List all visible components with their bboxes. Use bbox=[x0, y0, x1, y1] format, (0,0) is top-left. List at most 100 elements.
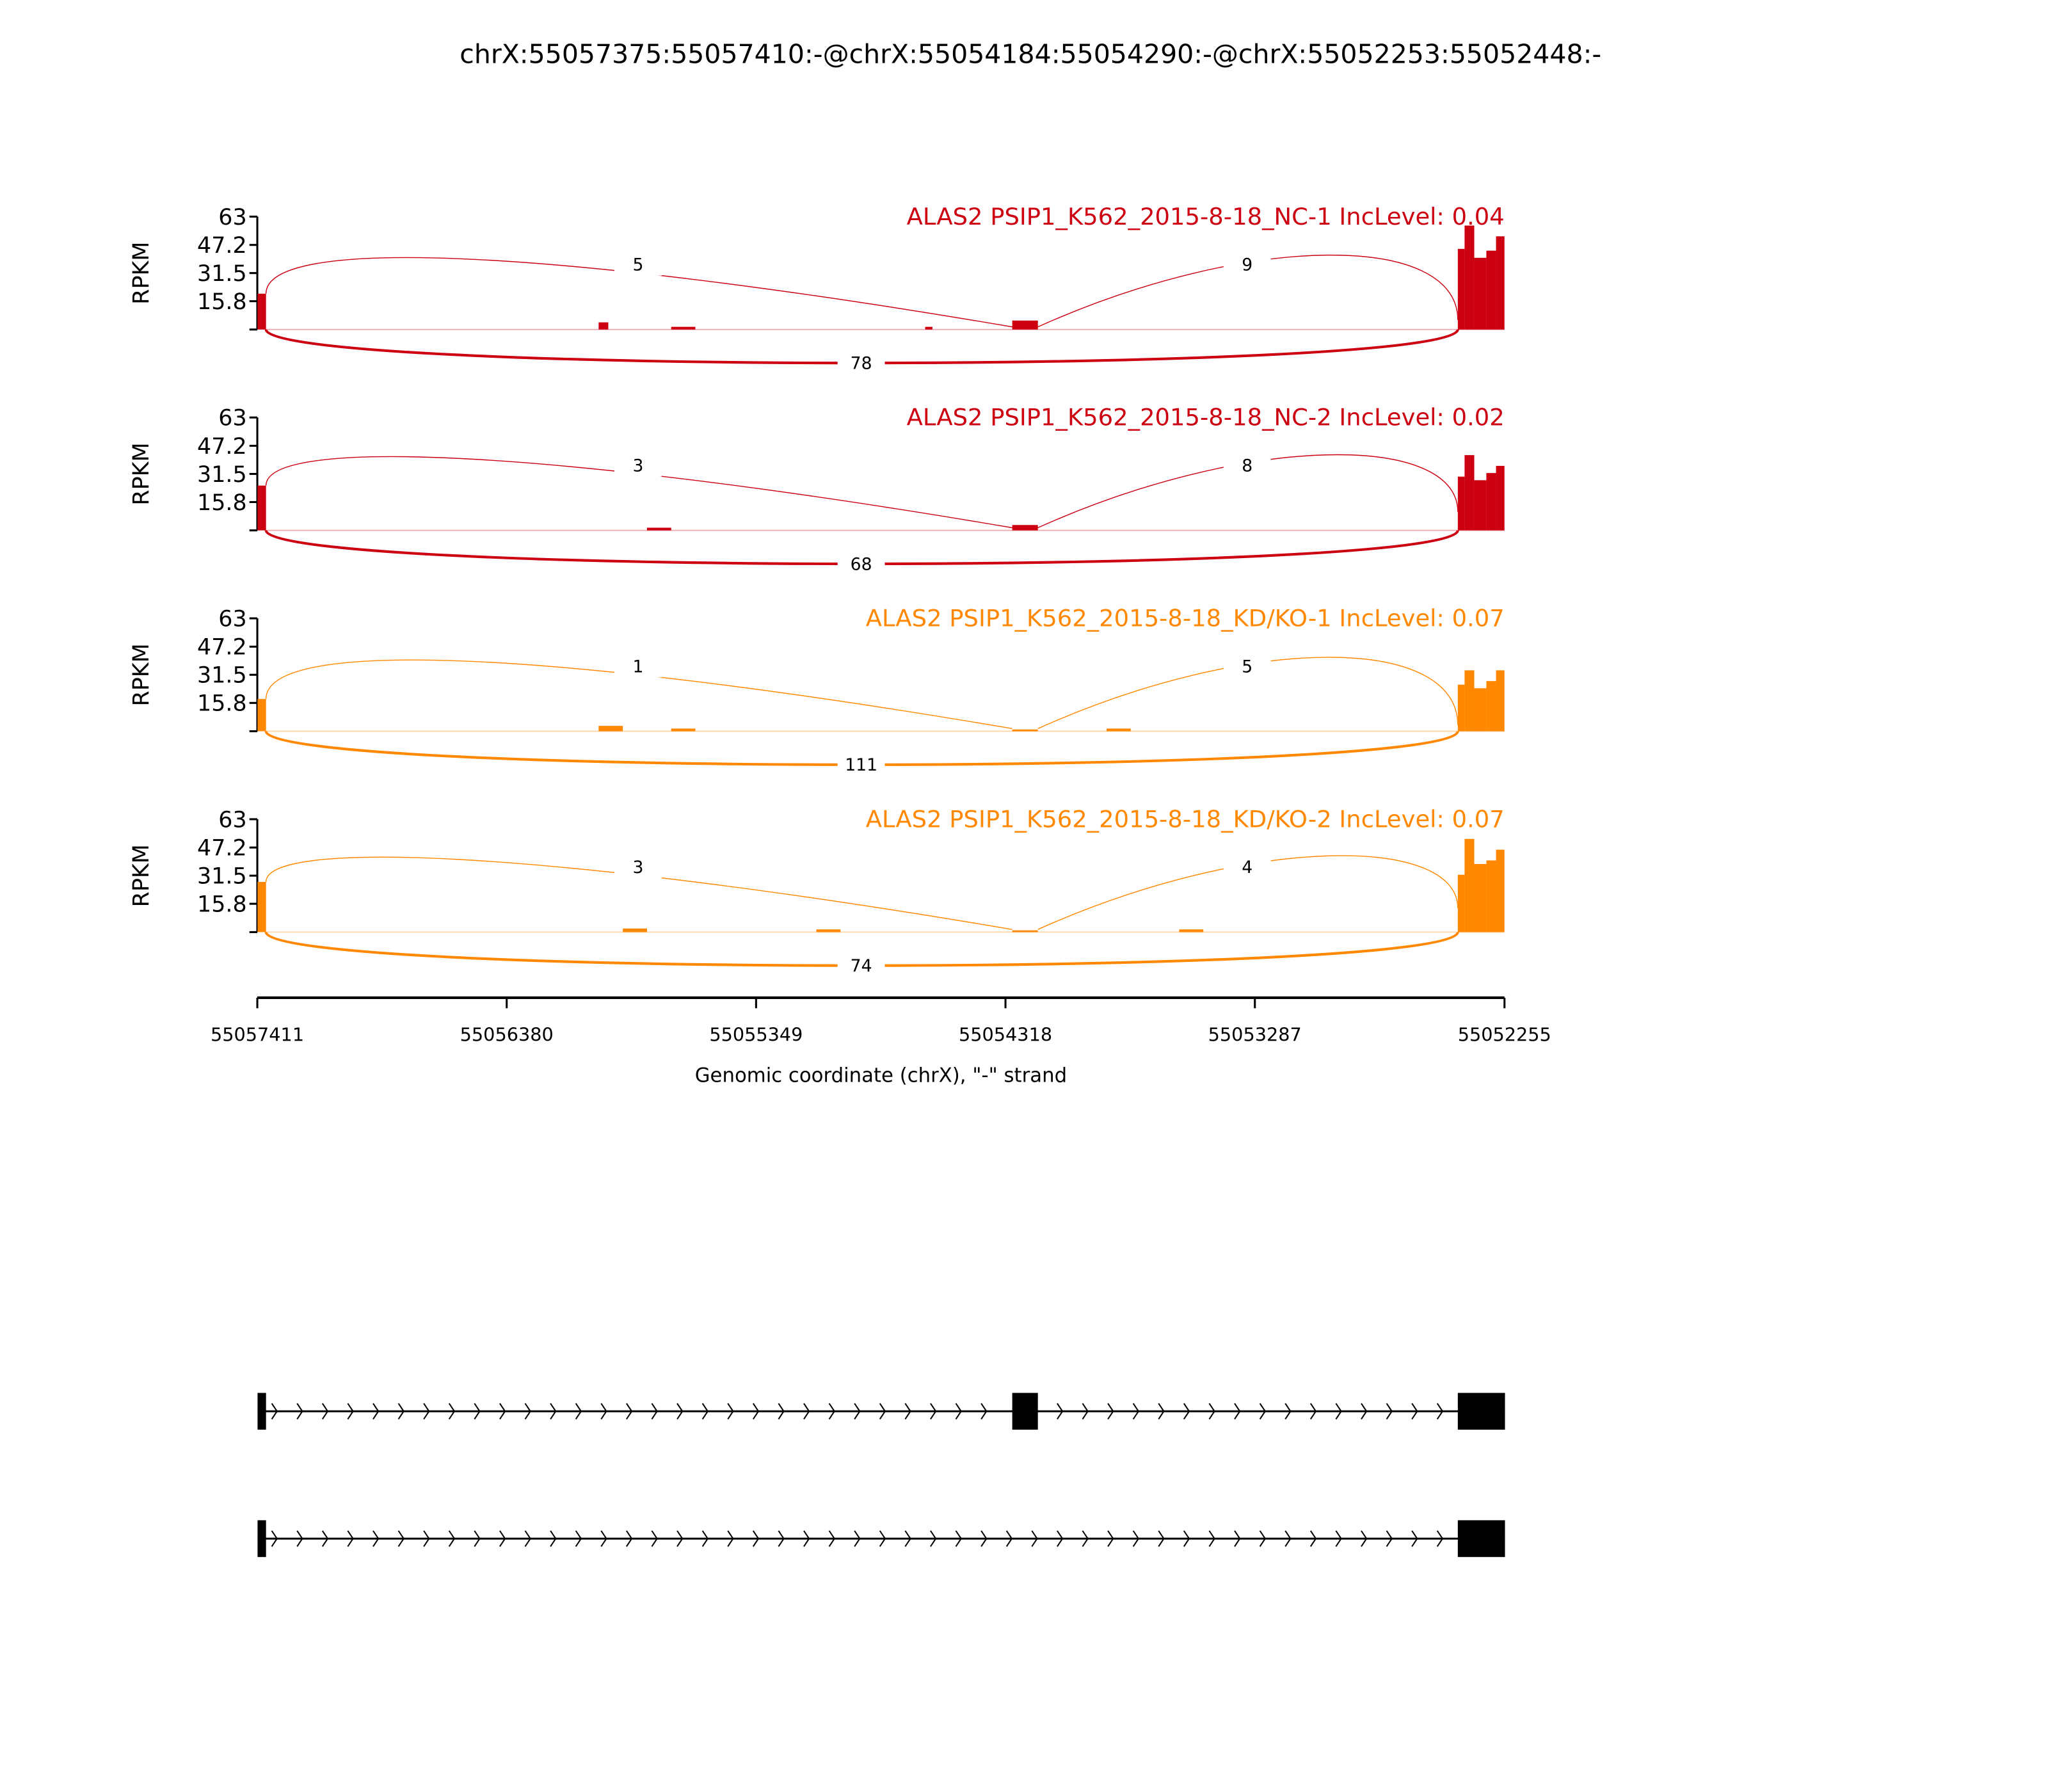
strand-arrow-icon bbox=[676, 1403, 684, 1420]
strand-arrow-icon bbox=[676, 1530, 684, 1547]
strand-arrow-icon bbox=[1208, 1530, 1215, 1547]
y-tick-label: 15.8 bbox=[197, 289, 247, 315]
junction-count-inclusion-1: 5 bbox=[632, 255, 643, 275]
y-tick-label: 47.2 bbox=[197, 836, 247, 861]
coverage-bar bbox=[1457, 248, 1465, 330]
coverage-bar bbox=[1464, 455, 1475, 531]
junction-label-bg bbox=[614, 455, 662, 477]
strand-arrow-icon bbox=[1386, 1530, 1393, 1547]
junction-count-inclusion-2: 4 bbox=[1242, 858, 1252, 877]
strand-arrow-icon bbox=[1361, 1530, 1368, 1547]
coverage-bar bbox=[671, 326, 696, 330]
strand-arrow-icon bbox=[1411, 1530, 1418, 1547]
coverage-bar bbox=[1464, 838, 1475, 932]
strand-arrow-icon bbox=[524, 1530, 531, 1547]
x-tick-label: 55056380 bbox=[460, 1024, 554, 1046]
strand-arrow-icon bbox=[347, 1530, 354, 1547]
coverage-bar bbox=[1012, 930, 1038, 932]
junction-label-bg bbox=[837, 554, 885, 575]
coverage-bar bbox=[1496, 236, 1505, 330]
coverage-bar bbox=[1457, 684, 1465, 732]
coverage-bar bbox=[598, 726, 623, 732]
y-tick-label: 47.2 bbox=[197, 434, 247, 460]
y-tick-label: 15.8 bbox=[197, 490, 247, 516]
strand-arrow-icon bbox=[1411, 1403, 1418, 1420]
strand-arrow-icon bbox=[550, 1403, 557, 1420]
strand-arrow-icon bbox=[1183, 1530, 1190, 1547]
strand-arrow-icon bbox=[1132, 1530, 1140, 1547]
strand-arrow-icon bbox=[1335, 1530, 1342, 1547]
junction-arc-inclusion-2 bbox=[1037, 254, 1459, 328]
junction-arc-inclusion-1 bbox=[265, 257, 1012, 328]
exon-block bbox=[257, 1393, 266, 1430]
strand-arrow-icon bbox=[321, 1530, 329, 1547]
strand-arrow-icon bbox=[296, 1530, 303, 1547]
junction-count-skipping: 68 bbox=[851, 554, 872, 574]
strand-arrow-icon bbox=[1082, 1403, 1089, 1420]
strand-arrow-icon bbox=[347, 1403, 354, 1420]
x-axis: Genomic coordinate (chrX), "-" strand 55… bbox=[211, 996, 1551, 1087]
strand-arrow-icon bbox=[1284, 1530, 1292, 1547]
strand-arrow-icon bbox=[879, 1403, 886, 1420]
coverage-bar bbox=[1012, 320, 1038, 330]
strand-arrow-icon bbox=[1259, 1530, 1267, 1547]
coverage-bar bbox=[1496, 465, 1505, 531]
junction-label-bg bbox=[1223, 254, 1271, 276]
junction-count-skipping: 74 bbox=[851, 956, 872, 976]
y-tick-label: 63 bbox=[218, 606, 246, 632]
strand-arrow-icon bbox=[1259, 1403, 1267, 1420]
strand-arrow-icon bbox=[1386, 1403, 1393, 1420]
strand-arrow-icon bbox=[575, 1530, 582, 1547]
strand-arrow-icon bbox=[828, 1403, 836, 1420]
sample-title: ALAS2 PSIP1_K562_2015-8-18_NC-1 IncLevel… bbox=[907, 203, 1505, 230]
exon-block bbox=[1457, 1520, 1505, 1557]
coverage-bar bbox=[1496, 670, 1505, 732]
strand-arrow-icon bbox=[1107, 1403, 1114, 1420]
strand-arrow-icon bbox=[1436, 1403, 1444, 1420]
strand-arrow-icon bbox=[904, 1530, 911, 1547]
sample-panel: 63 47.2 31.515.8 RPKM ALAS2 PSIP1_K562_2015-… bbox=[129, 805, 1505, 977]
y-axis-label: RPKM bbox=[129, 844, 154, 907]
coverage-bar bbox=[1179, 929, 1204, 932]
strand-arrow-icon bbox=[701, 1403, 709, 1420]
coverage-bar bbox=[816, 929, 841, 932]
strand-arrow-icon bbox=[1158, 1530, 1165, 1547]
x-tick-label: 55055349 bbox=[709, 1024, 803, 1046]
strand-arrow-icon bbox=[1361, 1403, 1368, 1420]
strand-arrow-icon bbox=[1309, 1403, 1317, 1420]
chart-title: chrX:55057375:55057410:-@chrX:55054184:5… bbox=[460, 38, 1601, 69]
y-tick-label: 63 bbox=[218, 406, 246, 431]
strand-arrow-icon bbox=[1208, 1403, 1215, 1420]
coverage-bar bbox=[1496, 849, 1505, 932]
strand-arrow-icon bbox=[271, 1530, 278, 1547]
strand-arrow-icon bbox=[321, 1403, 329, 1420]
strand-arrow-icon bbox=[854, 1403, 861, 1420]
strand-arrow-icon bbox=[828, 1530, 836, 1547]
strand-arrow-icon bbox=[980, 1530, 988, 1547]
x-tick-label: 55053287 bbox=[1208, 1024, 1302, 1046]
coverage-bar bbox=[1486, 473, 1496, 531]
coverage-bar bbox=[1012, 525, 1038, 531]
strand-arrow-icon bbox=[600, 1403, 607, 1420]
strand-arrow-icon bbox=[1234, 1530, 1241, 1547]
coverage-bar bbox=[1474, 480, 1487, 531]
strand-arrow-icon bbox=[372, 1403, 380, 1420]
y-tick-label: 31.5 bbox=[197, 864, 247, 890]
strand-arrow-icon bbox=[499, 1530, 506, 1547]
strand-arrow-icon bbox=[1031, 1530, 1038, 1547]
coverage-bar bbox=[1464, 670, 1475, 732]
strand-arrow-icon bbox=[397, 1530, 405, 1547]
strand-arrow-icon bbox=[930, 1403, 937, 1420]
coverage-bar bbox=[257, 293, 266, 330]
coverage-bar bbox=[1474, 688, 1487, 732]
strand-arrow-icon bbox=[423, 1530, 430, 1547]
y-tick-label: 31.5 bbox=[197, 462, 247, 488]
junction-label-bg bbox=[837, 755, 885, 776]
strand-arrow-icon bbox=[803, 1530, 810, 1547]
junction-arc-inclusion-2 bbox=[1037, 454, 1459, 529]
strand-arrow-icon bbox=[1132, 1403, 1140, 1420]
junction-label-bg bbox=[1223, 857, 1271, 879]
strand-arrow-icon bbox=[271, 1403, 278, 1420]
